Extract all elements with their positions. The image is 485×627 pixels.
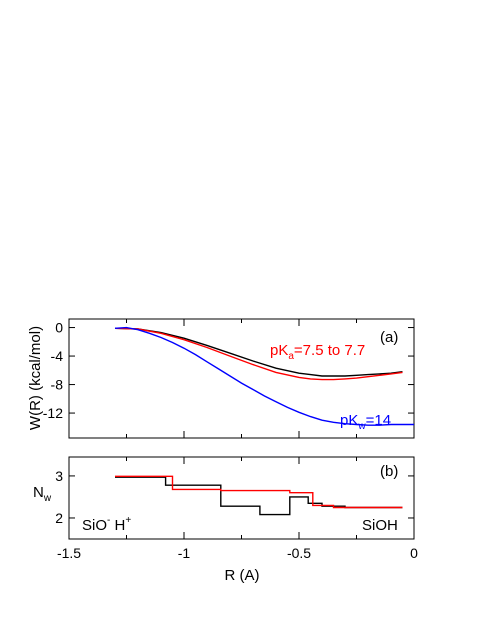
panel-b-y-ticks: 23 [55,468,414,526]
panel-b-ylabel-sub: w [43,493,52,504]
panel-a-ylabel: W(R) (kcal/mol) [27,326,44,430]
sio-label: SiO [82,517,107,534]
x-tick-label: 0 [410,545,418,561]
panel-b-ylabel: Nw [33,484,52,504]
panel-b-label: (b) [380,463,398,480]
sio-sup: - [107,515,110,526]
sioh-label: SiOH [362,517,398,534]
pka-annotation-base: pK [270,342,288,359]
panel-a: 0-4-8-12 (a) W(R) (kcal/mol) pKa=7.5 to … [27,318,415,439]
panel-a-y-tick-label: -4 [51,348,64,364]
panel-a-series-line-2 [114,326,414,426]
pkw-annotation-base: pK [340,412,358,429]
panel-a-x-ticks [68,319,415,438]
sio-h-label: SiO- H+ [82,515,131,534]
panel-b-x-tick-labels: -1.5 -1 -0.5 0 [57,545,418,561]
x-tick-label: -1.5 [57,545,81,561]
pkw-annotation-rest: =14 [366,412,391,429]
h-label: H [110,517,125,534]
panel-b-series-line-1 [115,475,403,509]
panel-a-label: (a) [380,329,398,346]
panel-b: 23 (b) Nw SiO- H+ SiOH -1.5 -1 -0.5 0 R (A) [33,456,418,584]
x-axis-label: R (A) [225,567,260,584]
pka-annotation-rest: =7.5 to 7.7 [294,342,365,359]
pkw-annotation: pKw=14 [340,412,391,432]
panel-b-series-line-0 [115,476,403,516]
panel-a-series [114,326,414,426]
pka-annotation: pKa=7.5 to 7.7 [270,342,365,362]
x-tick-label: -1 [178,545,191,561]
pka-annotation-sub: a [288,351,294,362]
panel-a-series-line-0 [114,327,403,377]
panel-a-y-tick-label: -8 [51,377,64,393]
panel-a-y-tick-label: -12 [43,405,63,421]
panel-a-y-ticks: 0 -4 -8 -12 [43,320,414,421]
panel-a-y-tick-label: 0 [55,320,63,336]
panel-b-x-ticks [68,457,415,539]
panel-b-y-tick-label: 2 [55,510,63,526]
panel-b-series [115,475,403,516]
x-tick-label: -0.5 [287,545,311,561]
pkw-annotation-sub: w [357,421,366,432]
panel-b-ylabel-base: N [33,484,44,501]
panel-b-y-tick-label: 3 [55,468,63,484]
h-sup: + [125,515,131,526]
panel-a-series-line-1 [114,327,403,381]
